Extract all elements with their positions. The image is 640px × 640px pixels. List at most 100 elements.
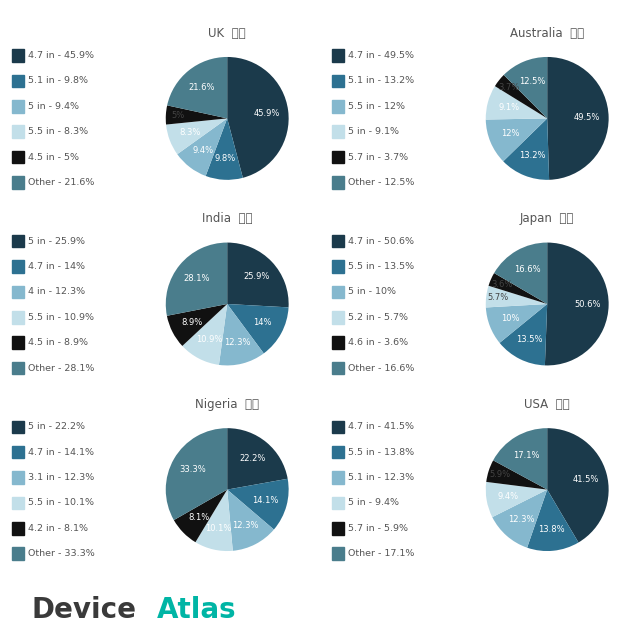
Bar <box>332 311 344 324</box>
Bar <box>332 176 344 189</box>
Wedge shape <box>166 106 227 125</box>
Text: 28.1%: 28.1% <box>183 274 210 283</box>
Text: 33.3%: 33.3% <box>179 465 206 474</box>
Text: 5 in - 10%: 5 in - 10% <box>348 287 396 296</box>
Text: USA  🇺🇸: USA 🇺🇸 <box>524 398 570 411</box>
Bar <box>332 522 344 534</box>
Bar <box>332 235 344 248</box>
Wedge shape <box>547 428 609 543</box>
Wedge shape <box>486 304 547 343</box>
Bar <box>332 125 344 138</box>
Bar <box>332 337 344 349</box>
Bar <box>332 75 344 87</box>
Text: 4 in - 12.3%: 4 in - 12.3% <box>28 287 85 296</box>
Bar <box>332 420 344 433</box>
Bar <box>332 547 344 560</box>
Text: 4.5 in - 8.9%: 4.5 in - 8.9% <box>28 338 88 348</box>
Bar <box>332 260 344 273</box>
Text: Other - 16.6%: Other - 16.6% <box>348 364 414 372</box>
Wedge shape <box>166 118 227 154</box>
Text: 5 in - 9.4%: 5 in - 9.4% <box>28 102 79 111</box>
Wedge shape <box>219 304 264 365</box>
Text: 5%: 5% <box>172 111 185 120</box>
Text: 12.3%: 12.3% <box>508 515 534 524</box>
Bar <box>12 337 24 349</box>
Text: 4.7 in - 45.9%: 4.7 in - 45.9% <box>28 51 94 60</box>
Text: 5.5 in - 8.3%: 5.5 in - 8.3% <box>28 127 88 136</box>
Wedge shape <box>527 490 579 551</box>
Text: 4.5 in - 5%: 4.5 in - 5% <box>28 152 79 162</box>
Text: 12.5%: 12.5% <box>519 77 545 86</box>
Wedge shape <box>486 285 547 307</box>
Text: Japan  🇯🇵: Japan 🇯🇵 <box>520 212 574 225</box>
Text: 4.7 in - 14.1%: 4.7 in - 14.1% <box>28 447 94 457</box>
Wedge shape <box>227 243 289 307</box>
Text: Nigeria  🇳🇬: Nigeria 🇳🇬 <box>195 398 259 411</box>
Wedge shape <box>492 490 547 548</box>
Text: 13.8%: 13.8% <box>538 525 564 534</box>
Bar <box>12 176 24 189</box>
Text: 13.5%: 13.5% <box>516 335 543 344</box>
Text: 50.6%: 50.6% <box>574 300 600 309</box>
Bar <box>12 75 24 87</box>
Text: 8.3%: 8.3% <box>179 128 200 137</box>
Text: 22.2%: 22.2% <box>239 454 266 463</box>
Text: 4.6 in - 3.6%: 4.6 in - 3.6% <box>348 338 408 348</box>
Wedge shape <box>486 86 547 120</box>
Bar <box>332 362 344 374</box>
Wedge shape <box>195 490 233 551</box>
Wedge shape <box>167 57 227 118</box>
Text: 14%: 14% <box>253 319 271 328</box>
Wedge shape <box>486 460 547 490</box>
Wedge shape <box>205 118 243 180</box>
Wedge shape <box>166 428 227 520</box>
Text: 5.1 in - 12.3%: 5.1 in - 12.3% <box>348 473 414 482</box>
Text: Other - 28.1%: Other - 28.1% <box>28 364 94 372</box>
Wedge shape <box>547 57 609 180</box>
Text: 5 in - 25.9%: 5 in - 25.9% <box>28 237 85 246</box>
Bar <box>12 235 24 248</box>
Wedge shape <box>227 304 289 353</box>
Text: 16.6%: 16.6% <box>514 265 541 274</box>
Text: 3.1 in - 12.3%: 3.1 in - 12.3% <box>28 473 94 482</box>
Text: UK  🇬🇧: UK 🇬🇧 <box>209 27 246 40</box>
Bar <box>332 471 344 484</box>
Text: 4.7 in - 14%: 4.7 in - 14% <box>28 262 85 271</box>
Text: 3.6%: 3.6% <box>492 280 513 289</box>
Text: 5.5 in - 12%: 5.5 in - 12% <box>348 102 405 111</box>
Wedge shape <box>227 57 289 178</box>
Text: 9.4%: 9.4% <box>497 492 518 501</box>
Text: Other - 33.3%: Other - 33.3% <box>28 549 95 558</box>
Text: 41.5%: 41.5% <box>573 475 599 484</box>
Text: 8.9%: 8.9% <box>181 317 202 326</box>
Wedge shape <box>167 304 227 346</box>
Wedge shape <box>500 304 547 365</box>
Bar <box>12 446 24 458</box>
Wedge shape <box>177 118 227 176</box>
Text: 12.3%: 12.3% <box>224 338 250 347</box>
Text: 12.3%: 12.3% <box>232 520 259 529</box>
Wedge shape <box>166 243 227 316</box>
Bar <box>12 547 24 560</box>
Bar <box>12 497 24 509</box>
Wedge shape <box>174 490 227 542</box>
Wedge shape <box>495 75 547 118</box>
Bar <box>12 311 24 324</box>
Bar <box>12 260 24 273</box>
Bar <box>12 100 24 113</box>
Text: 5.7 in - 3.7%: 5.7 in - 3.7% <box>348 152 408 162</box>
Text: 5.2 in - 5.7%: 5.2 in - 5.7% <box>348 313 408 322</box>
Text: Australia  🇦🇺: Australia 🇦🇺 <box>510 27 584 40</box>
Bar <box>332 100 344 113</box>
Text: 9.1%: 9.1% <box>498 104 519 113</box>
Text: 4.7 in - 50.6%: 4.7 in - 50.6% <box>348 237 414 246</box>
Wedge shape <box>227 490 274 551</box>
Bar <box>12 420 24 433</box>
Text: 14.1%: 14.1% <box>253 495 279 504</box>
Text: 5.9%: 5.9% <box>490 470 511 479</box>
Text: 10.9%: 10.9% <box>196 335 222 344</box>
Text: 17.1%: 17.1% <box>513 451 540 460</box>
Text: 5.5 in - 13.8%: 5.5 in - 13.8% <box>348 447 414 457</box>
Text: 45.9%: 45.9% <box>253 109 280 118</box>
Bar <box>332 497 344 509</box>
